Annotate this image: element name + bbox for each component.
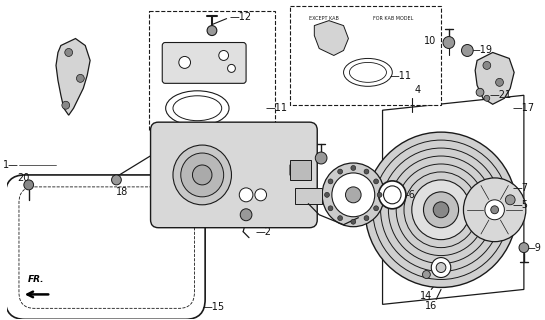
Text: —21: —21 [490,90,512,100]
Text: —12: —12 [229,12,252,22]
Bar [149,11,275,130]
FancyBboxPatch shape [5,175,205,319]
FancyBboxPatch shape [162,43,246,83]
Text: FOR KAB MODEL: FOR KAB MODEL [373,16,413,20]
Ellipse shape [343,59,392,86]
Text: —5: —5 [512,200,528,210]
Circle shape [484,95,490,101]
Circle shape [476,88,484,96]
Polygon shape [314,20,348,55]
Circle shape [462,44,473,56]
Bar [290,160,311,180]
Text: 14: 14 [420,292,433,301]
Circle shape [328,206,333,211]
Circle shape [443,36,455,49]
Circle shape [76,74,84,82]
Circle shape [65,49,72,56]
Text: —6: —6 [399,190,415,200]
Polygon shape [290,162,310,180]
Circle shape [364,169,369,174]
Circle shape [423,192,458,228]
Circle shape [228,64,235,72]
Circle shape [483,61,490,69]
Circle shape [328,179,333,184]
Text: —11: —11 [265,103,288,113]
Circle shape [346,187,361,203]
Circle shape [412,180,470,240]
Circle shape [495,78,504,86]
Circle shape [433,202,449,218]
Circle shape [316,152,327,164]
Circle shape [332,173,375,217]
FancyBboxPatch shape [150,122,317,228]
Text: 16: 16 [425,301,438,311]
Circle shape [351,165,356,171]
Circle shape [338,169,343,174]
Circle shape [112,175,122,185]
Circle shape [219,51,228,60]
Circle shape [365,132,517,287]
Circle shape [431,258,451,277]
Text: 20: 20 [17,173,29,183]
Text: —19: —19 [470,45,492,55]
Circle shape [364,216,369,220]
Bar [295,188,322,204]
Text: —7: —7 [512,183,528,193]
Circle shape [485,200,504,220]
Polygon shape [475,52,514,104]
FancyBboxPatch shape [19,187,195,308]
Circle shape [325,192,329,197]
Circle shape [62,101,70,109]
Circle shape [255,189,267,201]
Circle shape [207,26,217,36]
Circle shape [24,180,34,190]
Text: EXCEPT KAB: EXCEPT KAB [310,16,340,20]
Text: 18: 18 [117,187,129,197]
Circle shape [351,219,356,224]
Text: —2: —2 [256,227,272,237]
Circle shape [338,216,343,220]
Text: —17: —17 [512,103,534,113]
Circle shape [173,145,232,205]
Circle shape [422,270,431,278]
Text: 10: 10 [424,36,436,45]
Circle shape [505,195,515,205]
Text: 8—: 8— [294,145,310,155]
Text: —9: —9 [526,243,542,252]
Text: —15: —15 [202,302,225,312]
Ellipse shape [166,91,229,126]
Bar [290,6,441,105]
Polygon shape [56,38,90,115]
Ellipse shape [384,186,401,204]
Circle shape [322,163,384,227]
Circle shape [374,206,379,211]
Ellipse shape [349,62,386,82]
Circle shape [374,179,379,184]
Circle shape [240,209,252,221]
Circle shape [377,192,382,197]
Circle shape [490,206,499,214]
Text: 1—: 1— [3,160,19,170]
Ellipse shape [173,96,222,121]
Circle shape [436,262,446,273]
Circle shape [239,188,253,202]
Circle shape [192,165,212,185]
Text: —11: —11 [389,71,411,81]
Circle shape [519,243,529,252]
Text: 4: 4 [415,85,421,95]
Circle shape [181,153,223,197]
Ellipse shape [379,181,406,209]
Text: FR.: FR. [28,276,45,284]
Circle shape [179,56,191,68]
Polygon shape [383,95,524,304]
Circle shape [463,178,526,242]
